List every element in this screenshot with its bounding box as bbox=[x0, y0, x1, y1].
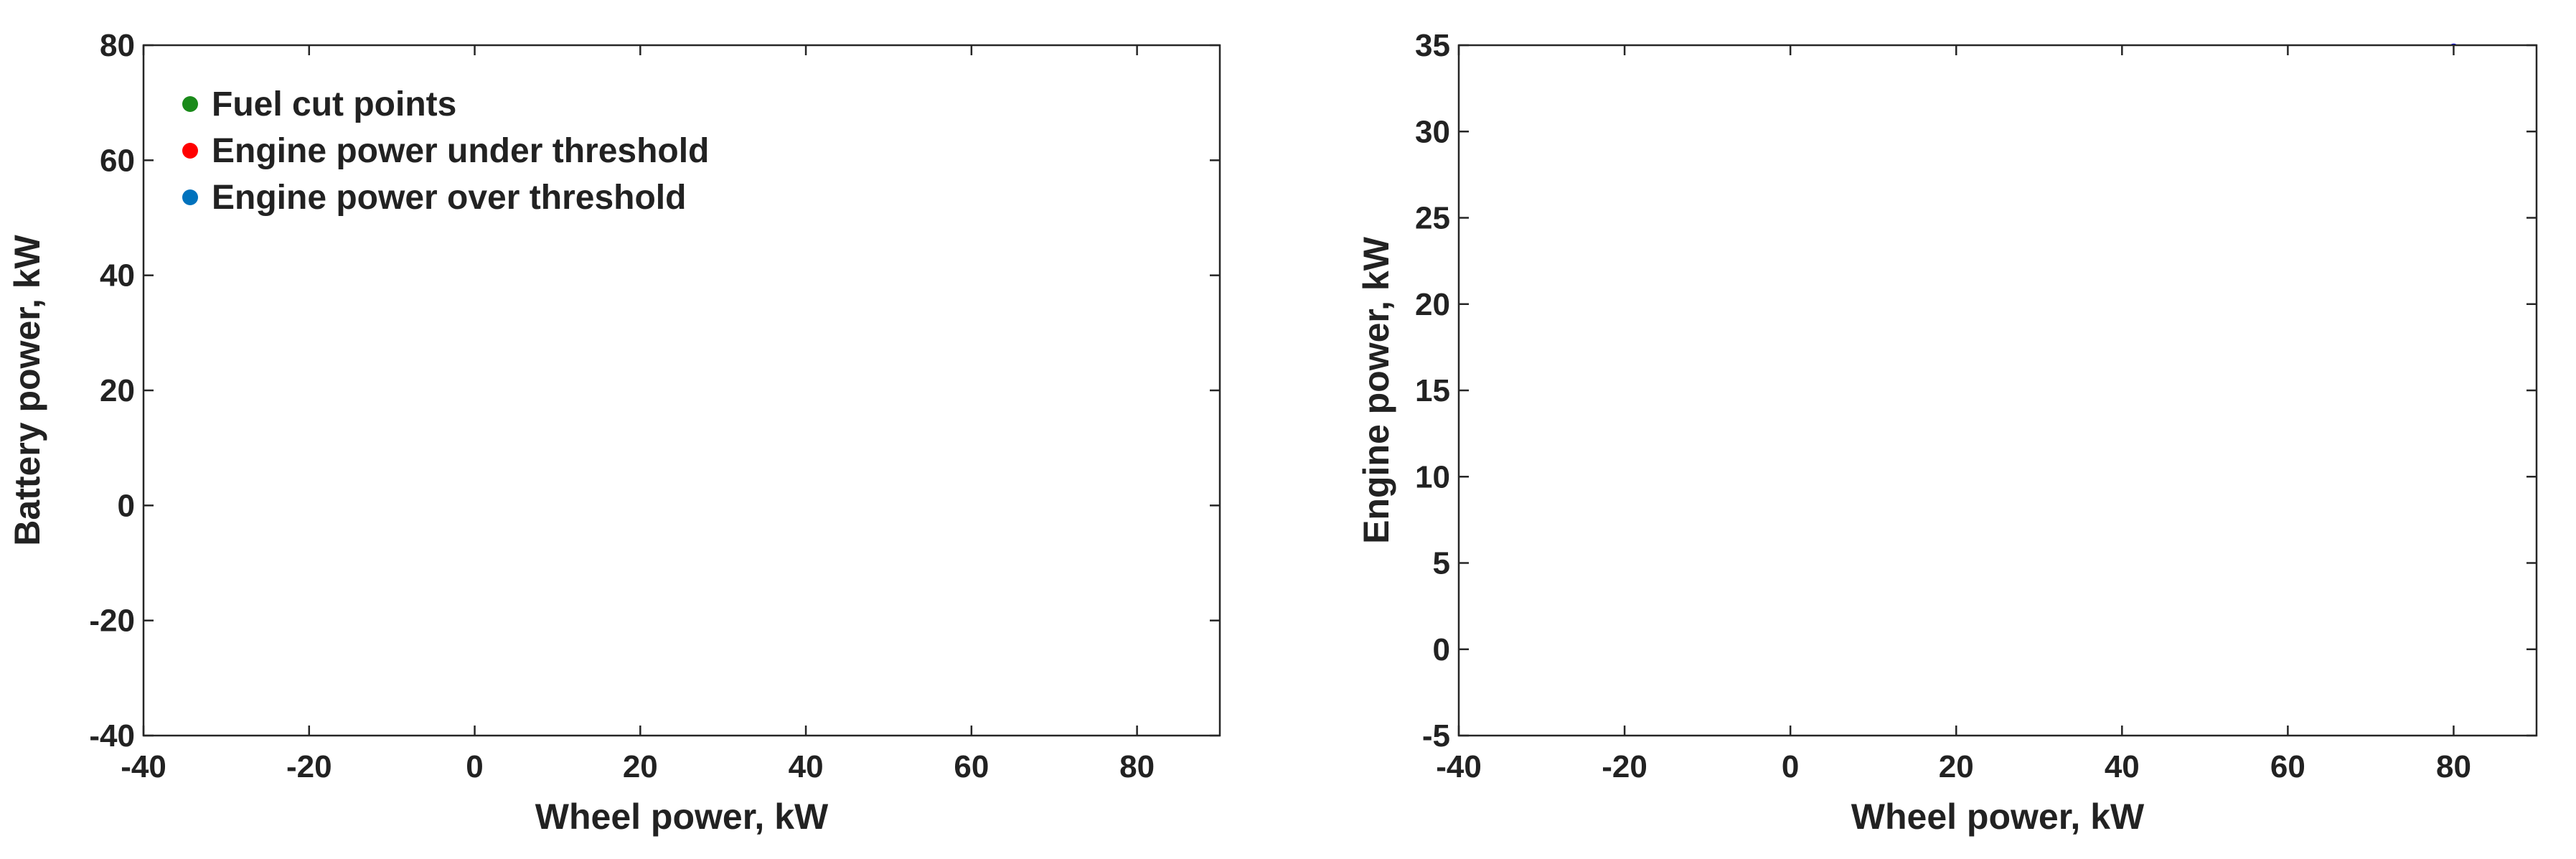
x-tick-label: 80 bbox=[1119, 749, 1155, 784]
y-tick-label: 60 bbox=[100, 143, 135, 178]
y-tick-label: -20 bbox=[89, 604, 135, 639]
y-tick-label: 15 bbox=[1415, 373, 1450, 408]
axes-box bbox=[142, 44, 1221, 737]
x-axis-label: Wheel power, kW bbox=[1851, 797, 2145, 837]
x-tick-label: -40 bbox=[1436, 749, 1482, 784]
y-tick-label: 30 bbox=[1415, 114, 1450, 149]
y-tick-label: 0 bbox=[118, 488, 135, 523]
y-axis-label: Battery power, kW bbox=[7, 234, 47, 545]
x-tick-label: -40 bbox=[121, 749, 166, 784]
y-tick-label: 5 bbox=[1433, 546, 1450, 581]
x-tick-label: -20 bbox=[1602, 749, 1647, 784]
y-tick-label: 35 bbox=[1415, 28, 1450, 63]
x-tick-label: 20 bbox=[623, 749, 658, 784]
x-tick-label: 40 bbox=[2105, 749, 2140, 784]
legend-marker bbox=[182, 96, 198, 112]
x-tick-label: 40 bbox=[789, 749, 824, 784]
legend-marker bbox=[182, 143, 198, 159]
x-tick-label: 0 bbox=[1782, 749, 1799, 784]
legend-label: Engine power under threshold bbox=[212, 132, 709, 170]
x-tick-label: -20 bbox=[286, 749, 332, 784]
y-tick-label: 0 bbox=[1433, 632, 1450, 667]
y-tick-label: 40 bbox=[100, 258, 135, 294]
legend-label: Fuel cut points bbox=[212, 85, 456, 123]
engine-power-chart: -40 -20 0 20 40 60 80 -5 0 5 10 15 20 25 30 35 Wheel pow… bbox=[1356, 28, 2538, 837]
x-tick-label: 0 bbox=[466, 749, 483, 784]
battery-power-chart: -40 -20 0 20 40 60 80 -40 -20 0 20 40 60 80 Wheel powe… bbox=[7, 28, 1221, 837]
x-tick-label: 60 bbox=[2270, 749, 2305, 784]
y-tick-label: 20 bbox=[1415, 287, 1450, 322]
y-axis-label: Engine power, kW bbox=[1356, 236, 1396, 544]
axes-box bbox=[1457, 44, 2538, 737]
y-tick-label: 80 bbox=[100, 28, 135, 63]
y-tick-label: 25 bbox=[1415, 201, 1450, 236]
legend: Fuel cut points Engine power under thresh… bbox=[182, 85, 709, 217]
y-tick-label: -5 bbox=[1422, 718, 1450, 754]
legend-marker bbox=[182, 189, 198, 205]
y-tick-label: -40 bbox=[89, 718, 135, 754]
y-tick-label: 20 bbox=[100, 373, 135, 408]
x-tick-label: 20 bbox=[1939, 749, 1974, 784]
x-tick-label: 60 bbox=[954, 749, 989, 784]
x-tick-label: 80 bbox=[2436, 749, 2471, 784]
x-axis-label: Wheel power, kW bbox=[535, 797, 829, 837]
y-tick-label: 10 bbox=[1415, 459, 1450, 494]
legend-label: Engine power over threshold bbox=[212, 179, 686, 217]
